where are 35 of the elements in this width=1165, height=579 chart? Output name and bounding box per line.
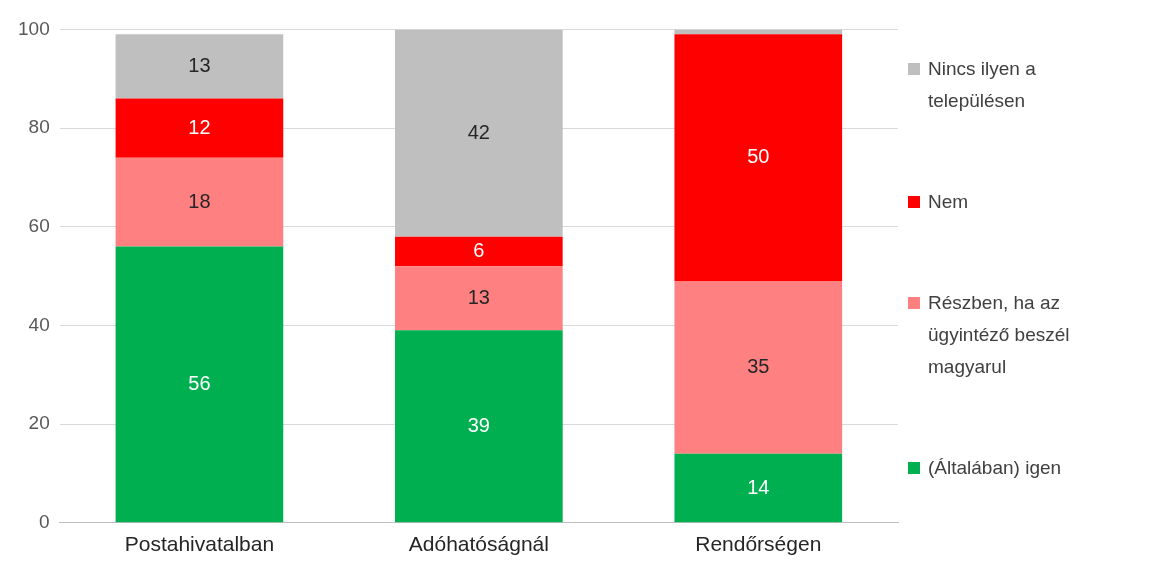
x-tick-label: Rendőrségen (695, 532, 822, 556)
y-tick-label: 0 (39, 511, 50, 533)
data-label: 6 (473, 238, 485, 261)
y-tick-label: 100 (18, 17, 50, 39)
bar (395, 29, 563, 237)
bar (674, 453, 843, 523)
data-label: 14 (747, 475, 770, 498)
data-label: 18 (188, 189, 211, 212)
legend-label: Nincs ilyen a településen (928, 56, 1037, 113)
data-label: 39 (467, 413, 490, 436)
data-label: 42 (467, 120, 490, 143)
legend-label: Részben, ha az ügyintéző beszél magyarul (928, 290, 1071, 379)
x-tick-label: Postahivatalban (124, 532, 275, 556)
bar (115, 34, 284, 99)
bar (674, 281, 843, 454)
data-label: 13 (188, 53, 211, 76)
y-tick-label: 20 (28, 412, 50, 434)
bar (115, 98, 284, 158)
data-label: 56 (188, 371, 211, 394)
data-label: 50 (747, 145, 770, 168)
bar (395, 330, 563, 523)
data-label: 35 (747, 354, 770, 377)
data-label: 13 (467, 285, 490, 308)
legend-label: (Általában) igen (928, 455, 1062, 480)
bar (395, 266, 563, 331)
x-tick-label: Adóhatóságnál (408, 532, 549, 556)
bar (115, 157, 284, 247)
bar (115, 246, 284, 523)
y-tick-label: 40 (28, 313, 50, 335)
y-tick-label: 60 (28, 214, 50, 236)
bar (395, 236, 563, 267)
y-tick-label: 80 (28, 116, 50, 138)
data-label: 12 (188, 115, 211, 138)
legend-label: Nem (928, 189, 969, 214)
bar (674, 34, 843, 282)
